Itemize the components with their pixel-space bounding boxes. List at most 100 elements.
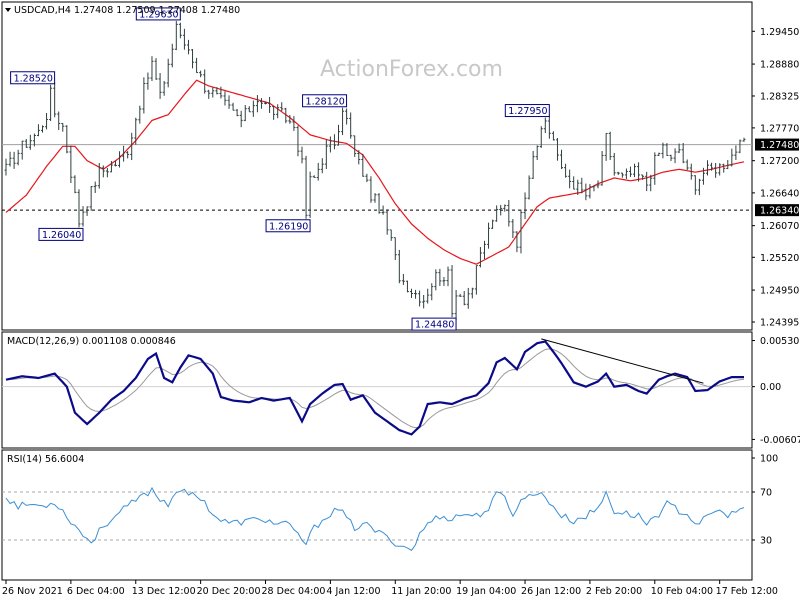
time-tick-label: 6 Dec 04:00	[67, 586, 125, 597]
candle	[227, 95, 231, 109]
candle	[596, 180, 600, 189]
candle	[430, 283, 434, 301]
candle	[178, 22, 182, 39]
macd-trendline	[541, 338, 704, 384]
candle	[503, 204, 507, 212]
price-tick-label: 1.24395	[760, 318, 799, 329]
macd-panel-frame	[1, 331, 753, 449]
candle	[97, 163, 101, 189]
candle	[689, 163, 693, 180]
candle	[527, 175, 531, 200]
candle	[170, 43, 174, 68]
price-tick-label: 1.27770	[760, 123, 799, 134]
rsi-tick-label: 30	[760, 536, 772, 547]
candle	[65, 125, 69, 154]
candle	[255, 95, 259, 113]
candle	[495, 205, 499, 222]
candle	[710, 162, 714, 171]
candle	[158, 73, 162, 99]
price-annotation-label: 1.28520	[14, 73, 53, 84]
candle	[203, 69, 207, 94]
candle	[706, 160, 710, 176]
candle	[324, 140, 328, 170]
price-annotation-label: 1.28120	[306, 96, 345, 107]
time-tick-label: 19 Jan 04:00	[456, 586, 516, 597]
candle	[138, 105, 142, 124]
candle	[677, 143, 681, 154]
candle	[337, 124, 341, 146]
candle	[681, 142, 685, 164]
candle	[182, 28, 186, 50]
candle	[649, 174, 653, 192]
candle	[89, 186, 93, 211]
candle	[280, 102, 284, 112]
price-tick-label: 1.26070	[760, 221, 799, 232]
macd-line	[5, 340, 744, 436]
candle	[543, 117, 547, 134]
candle	[450, 265, 454, 318]
candle	[462, 291, 466, 306]
rsi-panel: 100 70 30 RSI(14) 56.6004	[1, 449, 778, 581]
candle	[470, 287, 474, 299]
candle	[12, 151, 16, 169]
candle	[199, 70, 203, 78]
price-annotation: 1.28120	[302, 94, 348, 108]
price-annotation-label: 1.24480	[415, 320, 454, 331]
candle	[637, 162, 641, 182]
candle	[101, 165, 105, 178]
candle	[130, 132, 134, 161]
candle	[446, 266, 450, 287]
candle	[535, 145, 539, 160]
candle	[134, 117, 138, 145]
candle	[568, 169, 572, 189]
candle	[641, 174, 645, 180]
candle	[166, 58, 170, 88]
candle	[142, 77, 146, 114]
candle	[507, 200, 511, 227]
candle	[349, 112, 353, 139]
time-tick-label: 11 Jan 20:00	[391, 586, 451, 597]
candle	[539, 126, 543, 148]
candle	[511, 218, 515, 238]
candle	[247, 106, 251, 113]
candle	[235, 108, 239, 117]
candle	[730, 148, 734, 167]
price-tick-label: 1.29450	[760, 27, 799, 38]
candle	[714, 162, 718, 178]
candle	[109, 161, 113, 173]
candle	[393, 237, 397, 261]
time-tick-label: 4 Jan 12:00	[326, 586, 380, 597]
candle	[122, 145, 126, 162]
candle	[146, 72, 150, 90]
candle	[478, 247, 482, 268]
support-price-marker: 1.26340	[755, 204, 799, 217]
candle	[61, 122, 65, 132]
collapse-triangle-icon[interactable]	[5, 8, 11, 12]
price-annotation: 1.29630	[135, 7, 181, 21]
candle	[454, 290, 458, 320]
candle	[36, 124, 40, 137]
candle	[191, 49, 195, 69]
symbol-header: USDCAD,H4 1.27408 1.27509 1.27408 1.2748…	[14, 5, 240, 16]
candle	[673, 148, 677, 164]
candle	[40, 125, 44, 133]
candle	[580, 177, 584, 194]
candle	[434, 269, 438, 291]
price-tick-label: 1.26640	[760, 188, 799, 199]
candle	[369, 176, 373, 203]
candle	[531, 150, 535, 179]
time-tick-label: 2 Feb 20:00	[586, 586, 642, 597]
candle	[718, 163, 722, 176]
candle	[215, 87, 219, 95]
candle	[515, 231, 519, 253]
candle	[555, 138, 559, 161]
candle	[28, 134, 32, 150]
macd-signal-line	[5, 348, 745, 429]
price-tick-label: 1.27200	[760, 156, 799, 167]
candle	[438, 268, 442, 286]
candle	[612, 152, 616, 176]
watermark: ActionForex.com	[320, 57, 503, 82]
candle	[45, 112, 49, 130]
rsi-label: RSI(14) 56.6004	[7, 454, 84, 465]
